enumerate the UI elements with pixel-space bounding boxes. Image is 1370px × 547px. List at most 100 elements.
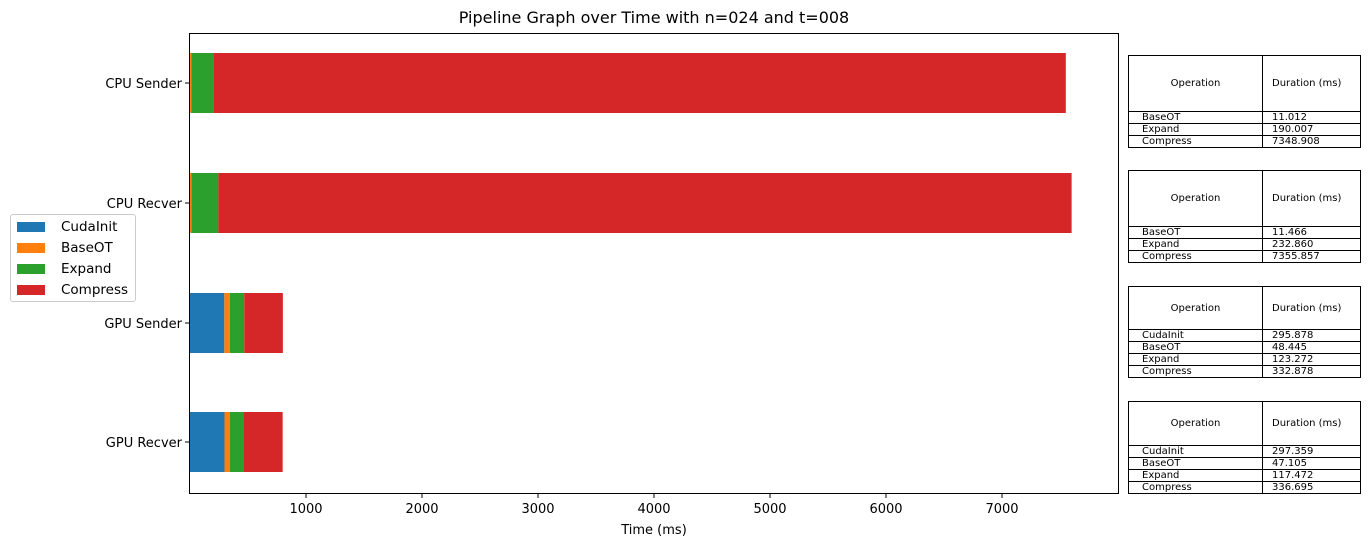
table-cell: 190.007	[1262, 123, 1361, 136]
bar-expand-gpu-sender	[229, 293, 245, 353]
table-header-cell: Operation	[1128, 401, 1263, 446]
table-cell: Expand	[1128, 469, 1263, 482]
x-tick-label: 3000	[521, 502, 554, 517]
table-cell: Compress	[1128, 365, 1263, 378]
bars-group	[190, 53, 1072, 472]
x-axis: 1000 2000 3000 4000 5000 6000 7000	[289, 493, 1019, 517]
table-cell: Compress	[1128, 250, 1263, 263]
legend-label: BaseOT	[61, 240, 113, 256]
table-cell: CudaInit	[1128, 329, 1263, 342]
legend: CudaInit BaseOT Expand Compress	[10, 214, 136, 302]
table-cell: 7355.857	[1262, 250, 1361, 263]
table-cell: Expand	[1128, 123, 1263, 136]
legend-item-cudainit: CudaInit	[17, 217, 117, 237]
duration-table: Operation Duration (ms) BaseOT 11.466 Expand…	[1128, 170, 1361, 263]
duration-table: Operation Duration (ms) BaseOT 11.012 Expand…	[1128, 55, 1361, 148]
table-cell: 11.012	[1262, 111, 1361, 124]
bar-expand-cpu-recver	[191, 173, 219, 233]
y-tick-label: CPU Recver	[107, 197, 183, 212]
table-cell: Expand	[1128, 353, 1263, 366]
x-tick-label: 5000	[753, 502, 786, 517]
table-row: Expand 123.272	[1128, 353, 1361, 366]
table-row: Expand 232.860	[1128, 238, 1361, 251]
table-cell: 232.860	[1262, 238, 1361, 251]
y-axis: CPU Sender CPU Recver GPU Sender GPU Recver	[104, 77, 190, 451]
legend-label: Expand	[61, 261, 112, 277]
legend-label: Compress	[61, 282, 129, 298]
table-header-cell: Duration (ms)	[1262, 286, 1361, 330]
legend-item-baseot: BaseOT	[17, 238, 113, 258]
x-tick-label: 6000	[869, 502, 902, 517]
table-cell: Expand	[1128, 238, 1263, 251]
table-row: BaseOT 47.105	[1128, 457, 1361, 470]
duration-table: Operation Duration (ms) CudaInit 297.359 Bas…	[1128, 401, 1361, 494]
legend-swatch	[17, 264, 45, 274]
bar-baseot-cpu-sender	[190, 53, 192, 113]
bar-compress-cpu-recver	[218, 173, 1072, 233]
legend-swatch	[17, 222, 45, 232]
table-cell: BaseOT	[1128, 226, 1263, 239]
chart-title: Pipeline Graph over Time with n=024 and …	[459, 8, 849, 27]
bar-baseot-cpu-recver	[190, 173, 192, 233]
bar-compress-gpu-sender	[244, 293, 283, 353]
x-tick-label: 7000	[985, 502, 1018, 517]
table-header-row: Operation Duration (ms)	[1128, 170, 1361, 227]
table-header-row: Operation Duration (ms)	[1128, 286, 1361, 330]
table-cell: BaseOT	[1128, 111, 1263, 124]
table-row: BaseOT 11.466	[1128, 226, 1361, 239]
table-header-cell: Duration (ms)	[1262, 401, 1361, 446]
table-row: BaseOT 48.445	[1128, 341, 1361, 354]
x-tick-label: 4000	[637, 502, 670, 517]
bar-expand-gpu-recver	[229, 412, 244, 472]
y-tick-label: CPU Sender	[105, 77, 182, 92]
legend-label: CudaInit	[61, 219, 118, 235]
table-row: Expand 190.007	[1128, 123, 1361, 136]
bar-baseot-gpu-recver	[224, 412, 230, 472]
plot-frame	[189, 33, 1119, 494]
x-tick-label: 1000	[289, 502, 322, 517]
legend-swatch	[17, 243, 45, 253]
x-axis-label: Time (ms)	[620, 523, 687, 538]
table-header-cell: Operation	[1128, 170, 1263, 227]
bar-cudainit-gpu-sender	[190, 293, 225, 353]
table-header-cell: Duration (ms)	[1262, 55, 1361, 112]
bar-cudainit-gpu-recver	[190, 412, 225, 472]
table-cell: CudaInit	[1128, 445, 1263, 458]
table-cell: 11.466	[1262, 226, 1361, 239]
table-row: Compress 7348.908	[1128, 135, 1361, 148]
table-cell: Compress	[1128, 481, 1263, 494]
table-row: CudaInit 295.878	[1128, 329, 1361, 342]
table-cell: BaseOT	[1128, 457, 1263, 470]
table-cell: 7348.908	[1262, 135, 1361, 148]
table-cell: 117.472	[1262, 469, 1361, 482]
table-header-cell: Operation	[1128, 286, 1263, 330]
table-cell: Compress	[1128, 135, 1263, 148]
table-cell: 332.878	[1262, 365, 1361, 378]
table-row: CudaInit 297.359	[1128, 445, 1361, 458]
table-cell: 47.105	[1262, 457, 1361, 470]
table-row: BaseOT 11.012	[1128, 111, 1361, 124]
bar-compress-cpu-sender	[213, 53, 1066, 113]
table-cell: 123.272	[1262, 353, 1361, 366]
table-header-row: Operation Duration (ms)	[1128, 401, 1361, 446]
x-tick-label: 2000	[405, 502, 438, 517]
table-row: Compress 332.878	[1128, 365, 1361, 378]
table-row: Compress 336.695	[1128, 481, 1361, 494]
table-header-row: Operation Duration (ms)	[1128, 55, 1361, 112]
bar-baseot-gpu-sender	[224, 293, 230, 353]
table-row: Compress 7355.857	[1128, 250, 1361, 263]
table-cell: 48.445	[1262, 341, 1361, 354]
table-header-cell: Duration (ms)	[1262, 170, 1361, 227]
legend-item-compress: Compress	[17, 280, 128, 300]
table-cell: 336.695	[1262, 481, 1361, 494]
bar-compress-gpu-recver	[243, 412, 283, 472]
table-cell: BaseOT	[1128, 341, 1263, 354]
table-cell: 295.878	[1262, 329, 1361, 342]
table-header-cell: Operation	[1128, 55, 1263, 112]
y-tick-label: GPU Recver	[106, 436, 183, 451]
legend-swatch	[17, 285, 45, 295]
duration-table: Operation Duration (ms) CudaInit 295.878 Bas…	[1128, 286, 1361, 378]
legend-item-expand: Expand	[17, 259, 112, 279]
bar-expand-cpu-sender	[191, 53, 214, 113]
